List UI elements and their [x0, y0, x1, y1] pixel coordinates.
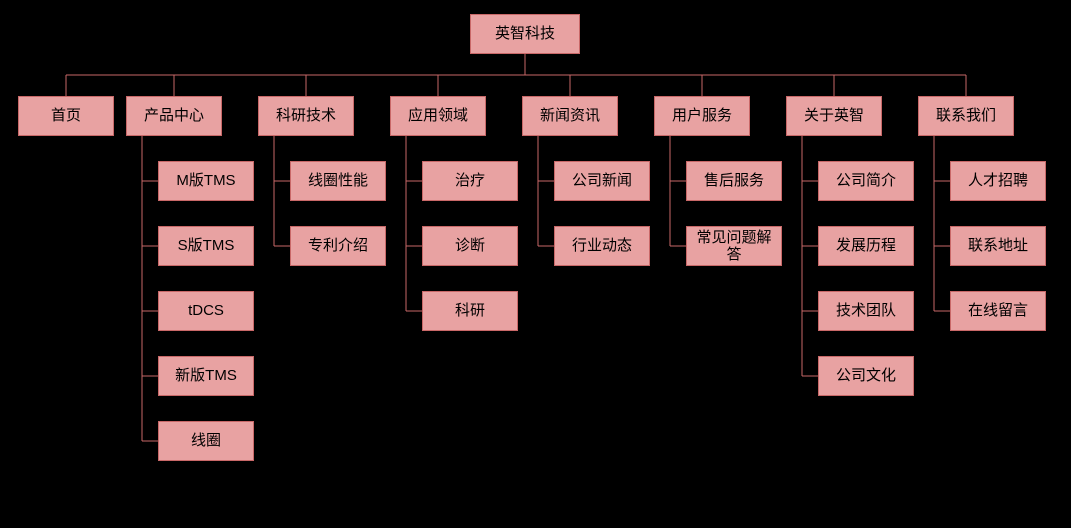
child-node: M版TMS [158, 161, 254, 201]
child-node: S版TMS [158, 226, 254, 266]
child-node: 线圈性能 [290, 161, 386, 201]
category-node: 首页 [18, 96, 114, 136]
child-node: 线圈 [158, 421, 254, 461]
child-node: 行业动态 [554, 226, 650, 266]
child-node: tDCS [158, 291, 254, 331]
category-node: 应用领域 [390, 96, 486, 136]
category-node: 新闻资讯 [522, 96, 618, 136]
child-node: 诊断 [422, 226, 518, 266]
child-node: 发展历程 [818, 226, 914, 266]
child-node: 联系地址 [950, 226, 1046, 266]
root-node: 英智科技 [470, 14, 580, 54]
child-node: 科研 [422, 291, 518, 331]
child-node: 治疗 [422, 161, 518, 201]
category-node: 联系我们 [918, 96, 1014, 136]
category-node: 科研技术 [258, 96, 354, 136]
child-node: 专利介绍 [290, 226, 386, 266]
child-node: 在线留言 [950, 291, 1046, 331]
category-node: 用户服务 [654, 96, 750, 136]
child-node: 售后服务 [686, 161, 782, 201]
child-node: 人才招聘 [950, 161, 1046, 201]
child-node: 常见问题解答 [686, 226, 782, 266]
child-node: 新版TMS [158, 356, 254, 396]
child-node: 技术团队 [818, 291, 914, 331]
child-node: 公司简介 [818, 161, 914, 201]
child-node: 公司新闻 [554, 161, 650, 201]
category-node: 关于英智 [786, 96, 882, 136]
child-node: 公司文化 [818, 356, 914, 396]
category-node: 产品中心 [126, 96, 222, 136]
